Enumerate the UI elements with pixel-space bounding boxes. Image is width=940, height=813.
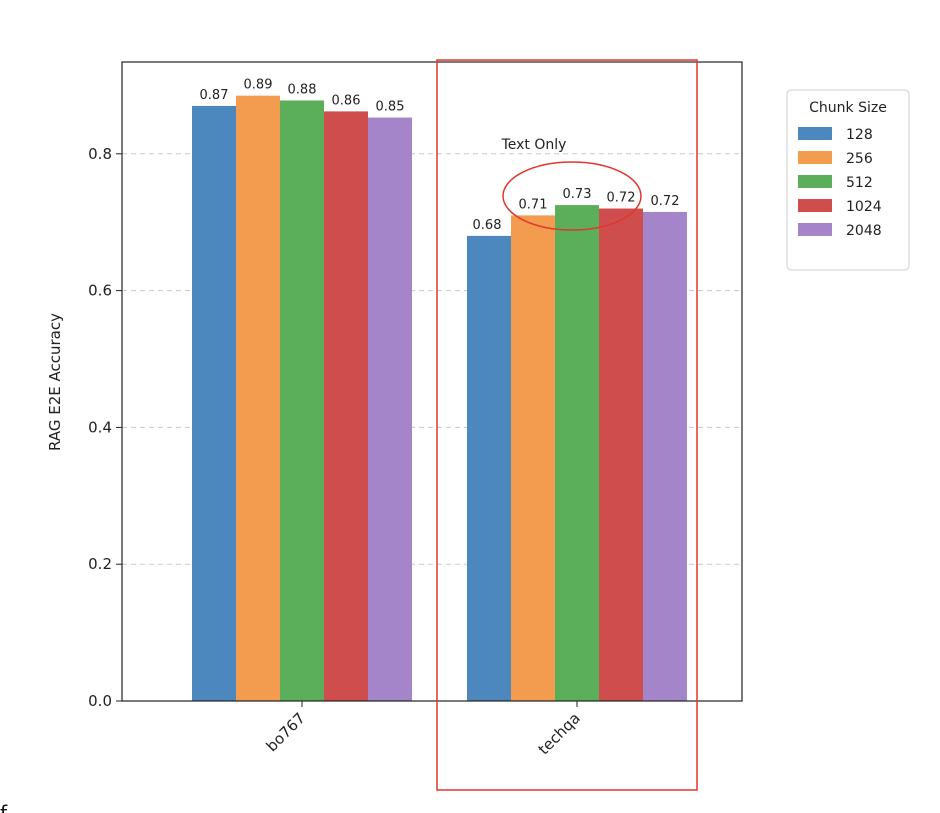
bar-techqa-1024 <box>599 208 643 701</box>
highlight-box <box>436 59 698 791</box>
legend-swatch <box>798 127 832 140</box>
highlight-annotation: Text Only <box>436 59 698 791</box>
legend-label: 256 <box>846 151 873 167</box>
y-tick-label: 0.0 <box>88 692 112 710</box>
bar-bo767-256 <box>236 95 280 701</box>
bar-techqa-512 <box>555 205 599 701</box>
bars <box>192 95 687 702</box>
bar-techqa-256 <box>511 215 555 702</box>
y-axis-title: RAG E2E Accuracy <box>46 313 64 451</box>
bar-techqa-2048 <box>643 211 687 701</box>
legend-label: 128 <box>846 127 873 143</box>
x-tick-label: techqa <box>535 709 584 758</box>
bar-bo767-2048 <box>368 117 412 702</box>
y-tick-label: 0.8 <box>88 145 112 163</box>
x-axis-ticks: bo767 techqa <box>263 701 584 758</box>
legend-label: 512 <box>846 175 873 191</box>
legend-label: 1024 <box>846 199 882 215</box>
y-tick-label: 0.6 <box>88 282 112 300</box>
legend: Chunk Size 128 256 512 1024 2048 <box>786 89 910 271</box>
data-labels: 0.87 0.89 0.88 0.86 0.85 0.68 0.71 0.73 0.72 0.72 <box>200 78 680 233</box>
legend-swatch <box>798 223 832 236</box>
annotation-text: Text Only <box>501 137 567 153</box>
data-label: 0.68 <box>473 218 502 233</box>
legend-swatch <box>798 175 832 188</box>
data-label: 0.87 <box>200 88 229 103</box>
legend-swatch <box>798 199 832 212</box>
y-tick-label: 0.2 <box>88 555 112 573</box>
x-tick-label: bo767 <box>263 709 309 755</box>
legend-label: 2048 <box>846 223 882 239</box>
data-label: 0.72 <box>607 191 636 206</box>
bar-bo767-512 <box>280 100 324 701</box>
y-tick-label: 0.4 <box>88 418 112 436</box>
bar-bo767-1024 <box>324 111 368 702</box>
bar-techqa-128 <box>467 235 511 701</box>
legend-title: Chunk Size <box>809 100 887 116</box>
data-label: 0.73 <box>563 187 592 202</box>
y-axis-ticks: 0.0 0.2 0.4 0.6 0.8 <box>88 145 122 710</box>
caption-text: f <box>0 801 8 813</box>
data-label: 0.89 <box>244 78 273 93</box>
legend-swatch <box>798 151 832 164</box>
data-label: 0.86 <box>332 93 361 108</box>
data-label: 0.72 <box>651 194 680 209</box>
data-label: 0.85 <box>376 100 405 115</box>
plot-frame <box>121 61 743 702</box>
bar-bo767-128 <box>192 105 236 702</box>
highlight-ellipse <box>502 161 642 231</box>
data-label: 0.71 <box>519 197 548 212</box>
data-label: 0.88 <box>288 82 317 97</box>
